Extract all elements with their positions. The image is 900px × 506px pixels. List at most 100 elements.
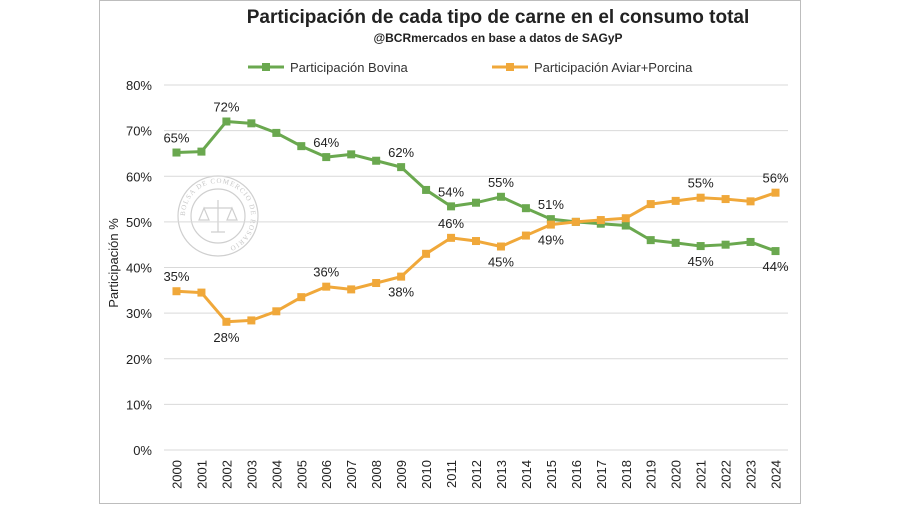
data-point-bovina xyxy=(546,215,555,224)
legend-aviar-marker xyxy=(506,63,514,71)
chart-frame: Participación de cada tipo de carne en e… xyxy=(99,0,801,504)
x-tick-label: 2017 xyxy=(594,460,609,489)
data-point-aviar-porcina xyxy=(172,287,181,296)
data-point-bovina xyxy=(621,221,630,230)
data-point-bovina xyxy=(372,156,381,165)
data-point-bovina xyxy=(347,150,356,159)
y-tick-label: 60% xyxy=(126,169,152,184)
data-point-aviar-porcina xyxy=(621,214,630,223)
data-point-aviar-porcina xyxy=(272,307,281,316)
data-point-aviar-porcina xyxy=(671,196,680,205)
x-tick-label: 2011 xyxy=(444,460,459,488)
data-label-bovina: 64% xyxy=(313,135,339,150)
data-point-bovina xyxy=(247,119,256,128)
y-tick-label: 30% xyxy=(126,306,152,321)
x-tick-label: 2007 xyxy=(344,460,359,489)
data-point-bovina xyxy=(496,192,505,201)
x-axis-ticks: 2000 2001 2002 2003 2004 2005 2006 2007 2008 2009… xyxy=(169,460,783,489)
data-label-bovina: 65% xyxy=(163,131,189,146)
x-tick-label: 2004 xyxy=(269,460,284,489)
data-point-bovina xyxy=(746,237,755,246)
data-point-bovina xyxy=(297,142,306,151)
x-tick-label: 2016 xyxy=(569,460,584,489)
data-point-aviar-porcina xyxy=(222,317,231,326)
data-point-aviar-porcina xyxy=(546,220,555,229)
data-label-aviar-porcina: 45% xyxy=(488,255,514,270)
data-point-bovina xyxy=(472,198,480,207)
data-point-aviar-porcina xyxy=(197,288,206,297)
x-tick-label: 2024 xyxy=(769,460,784,489)
watermark-seal: BOLSA DE COMERCIO DE ROSARIO xyxy=(177,175,259,257)
gridlines xyxy=(164,84,788,451)
data-point-aviar-porcina xyxy=(771,188,780,197)
y-axis-ticks: 0% 10% 20% 30% 40% 50% 60% 70% 80% xyxy=(126,78,152,458)
x-tick-label: 2008 xyxy=(369,460,384,489)
data-point-bovina xyxy=(521,204,530,213)
x-tick-label: 2019 xyxy=(644,460,659,489)
data-point-aviar-porcina xyxy=(397,272,406,281)
x-tick-label: 2010 xyxy=(419,460,434,489)
data-point-aviar-porcina xyxy=(696,193,705,202)
data-point-bovina xyxy=(197,147,206,156)
y-tick-label: 70% xyxy=(126,124,152,139)
y-tick-label: 20% xyxy=(126,352,152,367)
data-labels: 65% 72% 64% 62% 54% 55% 51% 45% 44% 35% 28% 36% 38% 4… xyxy=(163,100,789,345)
data-point-bovina xyxy=(696,242,705,251)
x-tick-label: 2020 xyxy=(669,460,684,489)
data-point-aviar-porcina xyxy=(746,197,755,206)
data-point-aviar-porcina xyxy=(322,282,331,291)
x-tick-label: 2013 xyxy=(494,460,509,489)
legend-bovina-label: Participación Bovina xyxy=(290,60,409,75)
data-point-aviar-porcina xyxy=(596,216,605,225)
data-point-bovina xyxy=(222,117,231,126)
x-tick-label: 2014 xyxy=(519,460,534,489)
data-point-bovina xyxy=(447,202,456,211)
data-point-aviar-porcina xyxy=(422,249,431,258)
data-point-aviar-porcina xyxy=(472,237,480,246)
legend: Participación Bovina Participación Aviar… xyxy=(248,60,693,75)
data-point-aviar-porcina xyxy=(347,285,356,294)
x-tick-label: 2018 xyxy=(619,460,634,489)
data-point-aviar-porcina xyxy=(721,195,730,204)
data-label-aviar-porcina: 46% xyxy=(438,216,464,231)
y-axis-label: Participación % xyxy=(106,218,121,308)
data-point-bovina xyxy=(721,240,730,249)
x-tick-label: 2006 xyxy=(319,460,334,489)
data-point-aviar-porcina xyxy=(496,242,505,251)
x-tick-label: 2009 xyxy=(394,460,409,489)
y-tick-label: 80% xyxy=(126,78,152,93)
legend-aviar-label: Participación Aviar+Porcina xyxy=(534,60,693,75)
data-label-bovina: 72% xyxy=(213,100,239,115)
x-tick-label: 2001 xyxy=(194,460,209,489)
y-tick-label: 10% xyxy=(126,397,152,412)
x-tick-label: 2003 xyxy=(244,460,259,489)
y-tick-label: 50% xyxy=(126,215,152,230)
data-label-aviar-porcina: 55% xyxy=(688,176,714,191)
watermark-inner-ring xyxy=(190,188,246,244)
data-label-aviar-porcina: 35% xyxy=(163,269,189,284)
data-point-bovina xyxy=(172,148,181,157)
x-tick-label: 2005 xyxy=(294,460,309,489)
chart-title: Participación de cada tipo de carne en e… xyxy=(247,7,750,28)
data-label-bovina: 51% xyxy=(538,197,564,212)
x-tick-label: 2022 xyxy=(719,460,734,489)
data-point-aviar-porcina xyxy=(247,316,256,325)
data-point-aviar-porcina xyxy=(297,293,306,302)
data-point-aviar-porcina xyxy=(521,231,530,240)
data-label-aviar-porcina: 56% xyxy=(763,171,789,186)
data-label-bovina: 44% xyxy=(763,259,789,274)
data-point-aviar-porcina xyxy=(571,217,580,226)
data-point-bovina xyxy=(771,247,780,256)
x-tick-label: 2023 xyxy=(744,460,759,489)
watermark-scales-icon xyxy=(198,200,238,233)
data-point-aviar-porcina xyxy=(646,200,655,209)
data-point-bovina xyxy=(671,238,680,247)
line-chart: Participación de cada tipo de carne en e… xyxy=(106,7,789,489)
data-label-aviar-porcina: 28% xyxy=(213,330,239,345)
data-point-bovina xyxy=(397,163,406,172)
series xyxy=(172,117,780,326)
x-tick-label: 2002 xyxy=(219,460,234,489)
data-point-aviar-porcina xyxy=(447,233,456,242)
x-tick-label: 2012 xyxy=(469,460,484,489)
series-line-bovina xyxy=(176,120,777,253)
